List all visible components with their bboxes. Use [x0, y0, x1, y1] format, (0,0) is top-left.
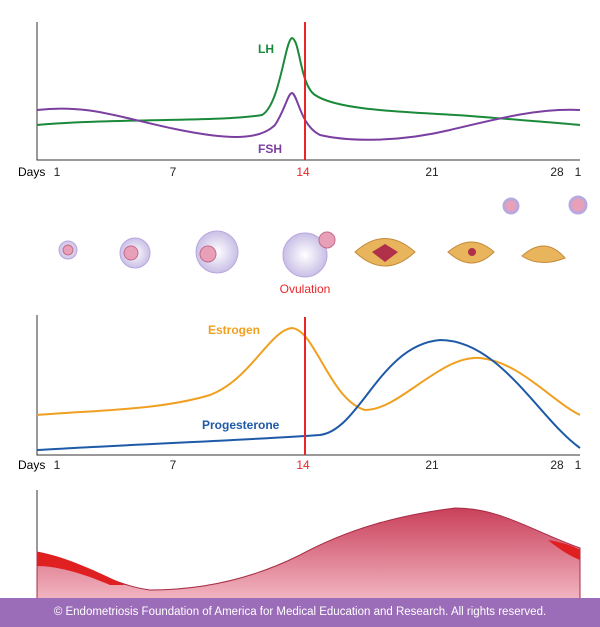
days-axis: Days 1 7 14 21 28 1	[18, 458, 582, 472]
progesterone-label: Progesterone	[202, 418, 280, 432]
footer-bar	[0, 598, 600, 627]
endometrium	[36, 507, 581, 601]
day-tick: 21	[425, 165, 439, 179]
days-axis: Days 1 7 14 21 28 1	[18, 165, 582, 179]
day-tick: 1	[54, 165, 61, 179]
day-tick: 28	[550, 165, 564, 179]
axis	[36, 315, 580, 456]
footer: © Endometriosis Foundation of America fo…	[54, 606, 546, 618]
days-label: Days	[18, 458, 45, 472]
axis	[36, 22, 580, 161]
lh-curve	[36, 36, 581, 126]
estrogen-curve	[36, 326, 581, 416]
progesterone-curve	[36, 338, 581, 451]
day-tick: 1	[575, 165, 582, 179]
day-tick: 21	[425, 458, 439, 472]
day-tick: 7	[170, 458, 177, 472]
day-tick: 14	[296, 165, 310, 179]
estrogen-label: Estrogen	[208, 323, 260, 337]
day-tick: 14	[296, 458, 310, 472]
days-label: Days	[18, 165, 45, 179]
day-tick: 1	[575, 458, 582, 472]
lh-label: LH	[258, 42, 274, 56]
follicles	[58, 195, 588, 278]
day-tick: 28	[550, 458, 564, 472]
ovulation-label: Ovulation	[280, 282, 331, 296]
menstruation	[548, 540, 580, 560]
day-tick: 7	[170, 165, 177, 179]
day-tick: 1	[54, 458, 61, 472]
menstruation	[37, 552, 125, 585]
fsh-curve	[36, 91, 581, 141]
fsh-label: FSH	[258, 142, 282, 156]
